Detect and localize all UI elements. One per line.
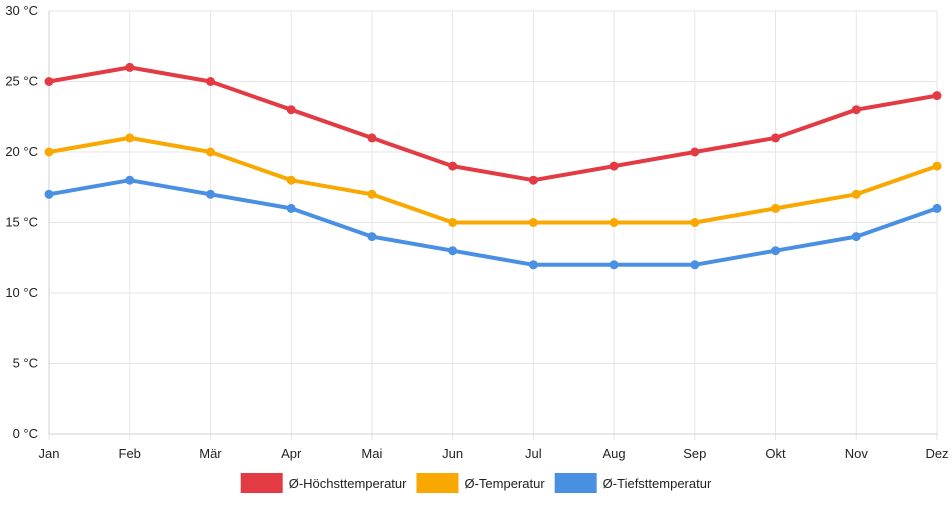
legend-label: Ø-Höchsttemperatur xyxy=(289,476,407,491)
data-point[interactable] xyxy=(609,161,619,171)
data-point[interactable] xyxy=(44,77,54,86)
data-point[interactable] xyxy=(125,133,135,143)
series-1 xyxy=(44,133,942,227)
y-tick-label: 5 °C xyxy=(13,356,38,371)
y-tick-label: 10 °C xyxy=(5,285,38,300)
data-point[interactable] xyxy=(690,260,700,270)
data-point[interactable] xyxy=(932,161,942,171)
data-point[interactable] xyxy=(771,246,781,256)
y-tick-label: 30 °C xyxy=(5,3,38,18)
data-point[interactable] xyxy=(771,133,781,143)
data-point[interactable] xyxy=(528,218,538,227)
x-tick-label: Nov xyxy=(845,446,869,461)
data-point[interactable] xyxy=(205,189,215,199)
series-lines xyxy=(44,62,942,270)
data-point[interactable] xyxy=(367,133,377,143)
data-point[interactable] xyxy=(44,189,54,199)
y-tick-label: 0 °C xyxy=(13,426,38,441)
series-line xyxy=(47,135,939,225)
series-0 xyxy=(44,62,942,185)
data-point[interactable] xyxy=(932,91,942,101)
x-tick-label: Mär xyxy=(199,446,222,461)
x-tick-label: Mai xyxy=(361,446,382,461)
data-point[interactable] xyxy=(851,189,861,199)
data-point[interactable] xyxy=(609,218,619,227)
x-tick-label: Okt xyxy=(765,446,786,461)
legend-swatch xyxy=(240,473,283,493)
data-point[interactable] xyxy=(286,105,296,115)
data-point[interactable] xyxy=(932,203,942,213)
data-point[interactable] xyxy=(690,147,700,157)
data-point[interactable] xyxy=(448,218,458,227)
x-tick-label: Jul xyxy=(525,446,542,461)
series-line xyxy=(47,178,939,267)
data-point[interactable] xyxy=(286,175,296,185)
data-point[interactable] xyxy=(44,147,54,157)
legend-item-0[interactable]: Ø-Höchsttemperatur xyxy=(240,473,407,493)
legend-label: Ø-Tiefsttemperatur xyxy=(603,476,712,491)
legend-swatch xyxy=(416,473,459,493)
data-point[interactable] xyxy=(205,147,215,157)
legend-label: Ø-Temperatur xyxy=(464,476,545,491)
data-point[interactable] xyxy=(851,105,861,115)
legend[interactable]: Ø-Höchsttemperatur Ø-Temperatur Ø-Tiefstte… xyxy=(240,473,712,493)
data-point[interactable] xyxy=(528,260,538,270)
axes: 0 °C 5 °C 10 °C 15 °C 20 °C 25 °C 30 °C Jan Feb M… xyxy=(5,3,948,461)
x-tick-label: Feb xyxy=(119,446,141,461)
data-point[interactable] xyxy=(205,77,215,86)
data-point[interactable] xyxy=(448,161,458,171)
x-tick-label: Apr xyxy=(281,446,302,461)
data-point[interactable] xyxy=(448,246,458,256)
data-point[interactable] xyxy=(690,218,700,227)
legend-item-2[interactable]: Ø-Tiefsttemperatur xyxy=(554,473,712,493)
data-point[interactable] xyxy=(125,175,135,185)
x-tick-label: Aug xyxy=(603,446,626,461)
data-point[interactable] xyxy=(367,189,377,199)
data-point[interactable] xyxy=(125,62,135,72)
x-tick-label: Jan xyxy=(39,446,60,461)
data-point[interactable] xyxy=(367,232,377,242)
series-2 xyxy=(44,175,942,270)
x-tick-label: Jun xyxy=(442,446,463,461)
data-point[interactable] xyxy=(528,175,538,185)
data-point[interactable] xyxy=(771,203,781,213)
series-line xyxy=(47,65,939,183)
data-point[interactable] xyxy=(286,203,296,213)
x-tick-label: Dez xyxy=(925,446,948,461)
legend-swatch xyxy=(554,473,597,493)
y-tick-label: 15 °C xyxy=(5,215,38,230)
x-tick-label: Sep xyxy=(683,446,706,461)
legend-item-1[interactable]: Ø-Temperatur xyxy=(416,473,545,493)
y-tick-label: 25 °C xyxy=(5,74,38,89)
data-point[interactable] xyxy=(851,232,861,242)
y-tick-label: 20 °C xyxy=(5,144,38,159)
data-point[interactable] xyxy=(609,260,619,270)
